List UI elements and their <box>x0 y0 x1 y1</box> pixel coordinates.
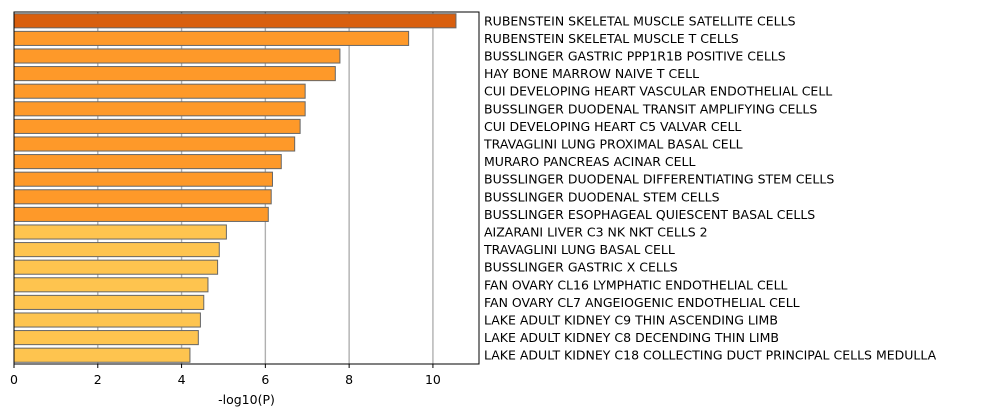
bar <box>13 312 201 328</box>
category-label: AIZARANI LIVER C3 NK NKT CELLS 2 <box>484 225 708 240</box>
x-tick-label: 8 <box>345 372 353 387</box>
category-label: LAKE ADULT KIDNEY C18 COLLECTING DUCT PR… <box>484 348 937 363</box>
category-labels: RUBENSTEIN SKELETAL MUSCLE SATELLITE CEL… <box>483 13 937 362</box>
bar <box>13 30 410 46</box>
x-tick-label: 2 <box>94 372 102 387</box>
bar <box>13 154 282 170</box>
category-label: MURARO PANCREAS ACINAR CELL <box>484 154 695 169</box>
category-label: FAN OVARY CL7 ANGEIOGENIC ENDOTHELIAL CE… <box>484 295 800 310</box>
category-label: HAY BONE MARROW NAIVE T CELL <box>484 66 699 81</box>
category-label: BUSSLINGER ESOPHAGEAL QUIESCENT BASAL CE… <box>484 207 815 222</box>
bar <box>13 136 296 152</box>
bar <box>13 224 227 240</box>
category-label: BUSSLINGER GASTRIC X CELLS <box>484 260 678 275</box>
category-label: BUSSLINGER DUODENAL STEM CELLS <box>484 189 720 204</box>
category-label: TRAVAGLINI LUNG BASAL CELL <box>483 242 675 257</box>
category-label: CUI DEVELOPING HEART C5 VALVAR CELL <box>484 119 741 134</box>
category-label: BUSSLINGER GASTRIC PPP1R1B POSITIVE CELL… <box>484 49 786 64</box>
category-label: TRAVAGLINI LUNG PROXIMAL BASAL CELL <box>483 137 743 152</box>
bar <box>13 330 199 346</box>
bar <box>13 48 341 64</box>
x-axis-ticks: 0 2 4 6 8 10 <box>10 364 441 387</box>
bar <box>13 118 301 134</box>
x-tick-label: 4 <box>178 372 186 387</box>
bar <box>13 13 457 29</box>
x-axis-title: -log10(P) <box>218 392 275 407</box>
x-tick-label: 10 <box>425 372 441 387</box>
bar <box>13 259 219 275</box>
x-tick-label: 6 <box>261 372 269 387</box>
bar <box>13 171 273 187</box>
bar <box>13 206 269 222</box>
category-label: LAKE ADULT KIDNEY C9 THIN ASCENDING LIMB <box>484 313 778 328</box>
plot-frame <box>13 11 480 365</box>
grid-lines <box>97 12 434 364</box>
category-label: RUBENSTEIN SKELETAL MUSCLE T CELLS <box>484 31 739 46</box>
bar <box>13 294 205 310</box>
category-label: RUBENSTEIN SKELETAL MUSCLE SATELLITE CEL… <box>484 13 796 28</box>
category-label: FAN OVARY CL16 LYMPHATIC ENDOTHELIAL CEL… <box>484 277 788 292</box>
category-label: BUSSLINGER DUODENAL DIFFERENTIATING STEM… <box>484 172 834 187</box>
bar <box>13 347 191 363</box>
bars <box>13 13 457 363</box>
category-label: LAKE ADULT KIDNEY C8 DECENDING THIN LIMB <box>484 330 779 345</box>
category-label: BUSSLINGER DUODENAL TRANSIT AMPLIFYING C… <box>484 101 817 116</box>
category-label: CUI DEVELOPING HEART VASCULAR ENDOTHELIA… <box>484 84 832 99</box>
bar <box>13 242 220 258</box>
bar <box>13 83 306 99</box>
x-tick-label: 0 <box>10 372 18 387</box>
bar <box>13 277 209 293</box>
bar <box>13 66 336 82</box>
bar <box>13 101 306 117</box>
bar <box>13 189 272 205</box>
